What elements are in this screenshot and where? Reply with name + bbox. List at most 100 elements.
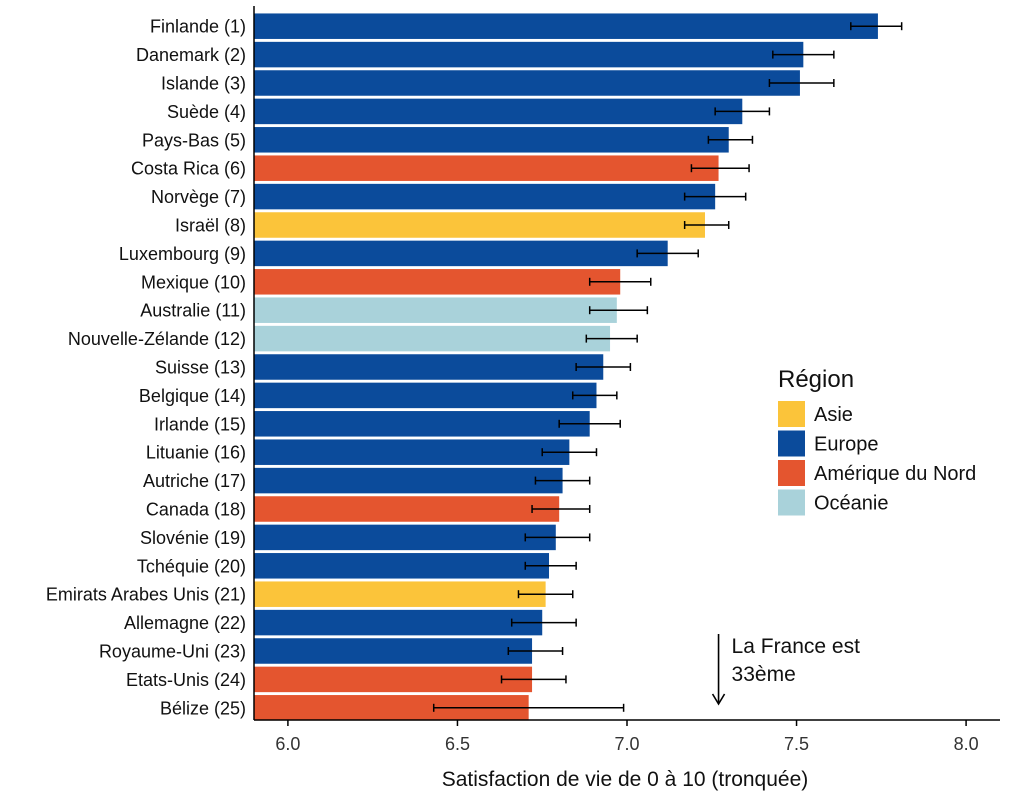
category-label: Luxembourg (9) (119, 244, 246, 264)
error-bars-layer (432, 22, 903, 712)
category-label: Australie (11) (140, 301, 246, 321)
category-label: Bélize (25) (160, 698, 246, 718)
error-bar-belgique-14 (571, 391, 618, 400)
error-bar-tchequie-20 (524, 561, 577, 570)
legend-label: Asie (814, 404, 853, 426)
legend-item-oceanie: Océanie (778, 489, 889, 516)
bar-emirats-arabes-unis-21 (254, 581, 546, 607)
error-bar-suede-4 (714, 107, 771, 116)
bar-slovenie-19 (254, 524, 556, 551)
bar-canada-18 (254, 496, 560, 522)
error-bar-nouvelle-zelande-12 (585, 334, 638, 343)
legend-item-asie: Asie (778, 401, 853, 427)
error-bar-etats-unis-24 (500, 675, 567, 684)
category-label: Mexique (10) (141, 272, 246, 292)
bar-pays-bas-5 (254, 127, 729, 153)
bar-australie-11 (254, 297, 617, 323)
bar-belgique-14 (254, 382, 597, 409)
error-bar-costa-rica-6 (690, 164, 750, 173)
bar-allemagne-22 (254, 609, 543, 636)
category-label: Pays-Bas (5) (142, 130, 246, 150)
x-tick-label: 7.0 (614, 734, 639, 754)
error-bar-belize-25 (432, 703, 625, 712)
bar-danemark-2 (254, 41, 804, 68)
category-label: Royaume-Uni (23) (99, 642, 246, 662)
legend-label: Europe (814, 434, 879, 456)
legend-label: Amérique du Nord (814, 463, 976, 485)
bar-suede-4 (254, 98, 743, 125)
category-label: Canada (18) (146, 500, 246, 520)
bar-nouvelle-zelande-12 (254, 325, 611, 352)
category-label: Suisse (13) (155, 358, 246, 378)
legend: Région Asie Europe Amérique du Nord Océanie (778, 366, 976, 516)
error-bar-danemark-2 (772, 50, 835, 59)
bar-finlande-1 (254, 13, 878, 39)
category-label: Irlande (15) (154, 414, 246, 434)
error-bar-slovenie-19 (524, 533, 591, 542)
x-axis-title: Satisfaction de vie de 0 à 10 (tronquée) (442, 768, 809, 791)
error-bar-luxembourg-9 (636, 249, 699, 258)
error-bar-israel-8 (683, 221, 730, 229)
category-label: Emirats Arabes Unis (21) (46, 585, 246, 605)
bar-tchequie-20 (254, 553, 550, 579)
category-label: Belgique (14) (139, 386, 246, 406)
bar-irlande-15 (254, 411, 590, 437)
error-bar-islande-3 (768, 79, 835, 87)
error-bar-allemagne-22 (510, 618, 577, 627)
category-label: Israël (8) (175, 216, 246, 236)
legend-swatch (778, 489, 805, 516)
bar-israel-8 (254, 212, 705, 238)
error-bar-suisse-13 (575, 363, 632, 371)
bar-autriche-17 (254, 467, 563, 494)
category-label: Lituanie (16) (146, 443, 246, 463)
x-tick-label: 8.0 (954, 734, 979, 754)
bar-lituanie-16 (254, 439, 570, 465)
legend-swatch (778, 430, 805, 457)
legend-item-amerique-du-nord: Amérique du Nord (778, 460, 976, 486)
category-label: Costa Rica (6) (131, 159, 246, 179)
error-bar-australie-11 (588, 306, 649, 315)
bar-royaume-uni-23 (254, 638, 533, 664)
axes: 6.0 6.5 7.0 7.5 8.0 Satisfaction de vie de 0… (253, 6, 1000, 791)
france-annotation: La France est 33ème (711, 634, 861, 706)
category-label: Tchéquie (20) (137, 556, 246, 576)
x-tick-label: 6.0 (275, 734, 300, 754)
error-bar-canada-18 (531, 505, 591, 513)
x-tick-label: 7.5 (784, 734, 809, 754)
error-bar-pays-bas-5 (707, 135, 754, 144)
legend-label: Océanie (814, 493, 889, 515)
annotation-line-2: 33ème (732, 663, 796, 686)
error-bar-norvege-7 (683, 192, 747, 201)
category-label: Norvège (7) (151, 187, 246, 207)
error-bar-mexique-10 (588, 277, 652, 286)
x-tick-label: 6.5 (445, 734, 470, 754)
bar-norvege-7 (254, 183, 716, 210)
error-bar-autriche-17 (534, 476, 591, 485)
legend-title: Région (778, 366, 854, 393)
legend-swatch (778, 460, 805, 486)
category-label: Danemark (2) (136, 45, 246, 65)
bar-luxembourg-9 (254, 240, 668, 267)
error-bar-irlande-15 (558, 419, 621, 428)
arrow-down-icon (711, 693, 726, 706)
category-label: Etats-Unis (24) (126, 670, 246, 690)
category-label: Suède (4) (167, 102, 246, 122)
bar-mexique-10 (254, 269, 621, 295)
error-bar-emirats-arabes-unis-21 (517, 590, 574, 599)
bar-etats-unis-24 (254, 666, 533, 693)
category-label: Allemagne (22) (124, 613, 246, 633)
category-label: Islande (3) (161, 74, 246, 94)
category-label: Slovénie (19) (140, 528, 246, 548)
bar-suisse-13 (254, 354, 604, 380)
category-labels: Finlande (1) Danemark (2) Islande (3) Suède… (46, 17, 246, 719)
annotation-line-1: La France est (732, 635, 861, 658)
bar-costa-rica-6 (254, 155, 719, 181)
error-bar-royaume-uni-23 (507, 647, 564, 655)
error-bar-finlande-1 (850, 22, 903, 31)
category-label: Nouvelle-Zélande (12) (68, 329, 246, 349)
legend-item-europe: Europe (778, 430, 879, 457)
x-ticks: 6.0 6.5 7.0 7.5 8.0 (275, 720, 979, 754)
bar-islande-3 (254, 70, 800, 96)
